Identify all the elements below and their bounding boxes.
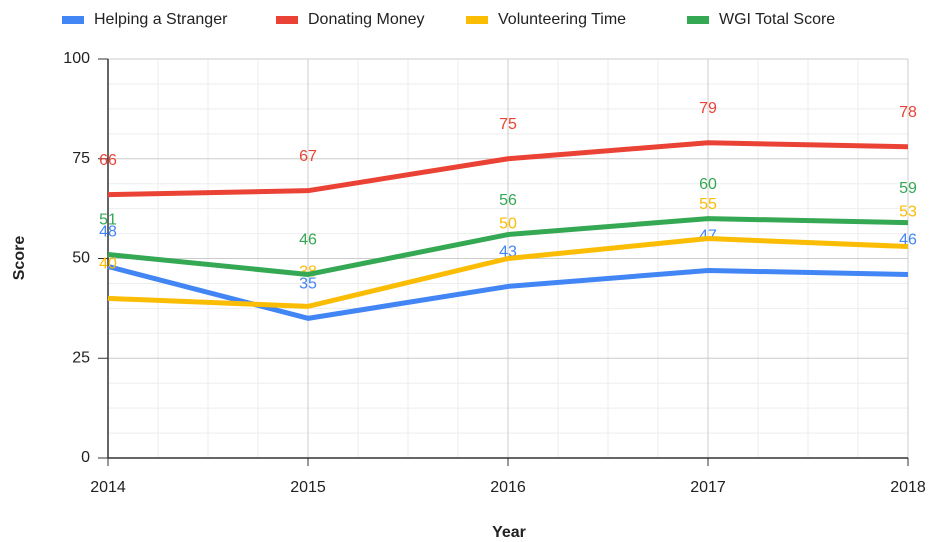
data-label: 55 bbox=[699, 196, 717, 213]
x-tick-label: 2017 bbox=[690, 479, 726, 496]
legend-label: Volunteering Time bbox=[498, 11, 626, 28]
y-tick-label: 25 bbox=[72, 349, 90, 366]
series-line bbox=[107, 140, 909, 198]
data-label: 50 bbox=[499, 216, 517, 233]
y-tick-label: 100 bbox=[63, 50, 90, 67]
legend-swatch bbox=[687, 16, 709, 24]
data-label: 48 bbox=[99, 224, 117, 241]
legend-swatch bbox=[62, 16, 84, 24]
y-tick-label: 0 bbox=[81, 449, 90, 466]
data-label: 46 bbox=[299, 232, 317, 249]
y-axis-label: Score bbox=[11, 236, 28, 281]
x-tick-label: 2014 bbox=[90, 479, 126, 496]
legend-label: Helping a Stranger bbox=[94, 11, 228, 28]
x-tick-label: 2018 bbox=[890, 479, 926, 496]
data-label: 78 bbox=[899, 104, 917, 121]
y-tick-label: 75 bbox=[72, 150, 90, 167]
data-label: 67 bbox=[299, 148, 317, 165]
data-label: 56 bbox=[499, 192, 517, 209]
data-label: 53 bbox=[899, 204, 917, 221]
legend-label: Donating Money bbox=[308, 11, 425, 28]
data-label: 75 bbox=[499, 116, 517, 133]
y-tick-label: 50 bbox=[72, 250, 90, 267]
data-label: 59 bbox=[899, 180, 917, 197]
legend-label: WGI Total Score bbox=[719, 11, 835, 28]
data-label: 35 bbox=[299, 276, 317, 293]
series-line bbox=[107, 236, 909, 309]
data-label: 60 bbox=[699, 176, 717, 193]
legend-swatch bbox=[466, 16, 488, 24]
data-label: 51 bbox=[99, 212, 117, 229]
series-line bbox=[107, 216, 909, 277]
data-label: 79 bbox=[699, 100, 717, 117]
x-axis-label: Year bbox=[492, 524, 526, 541]
x-tick-label: 2016 bbox=[490, 479, 526, 496]
data-label: 66 bbox=[99, 152, 117, 169]
data-label: 40 bbox=[99, 256, 117, 273]
x-tick-label: 2015 bbox=[290, 479, 326, 496]
series-line bbox=[107, 264, 909, 321]
legend-swatch bbox=[276, 16, 298, 24]
